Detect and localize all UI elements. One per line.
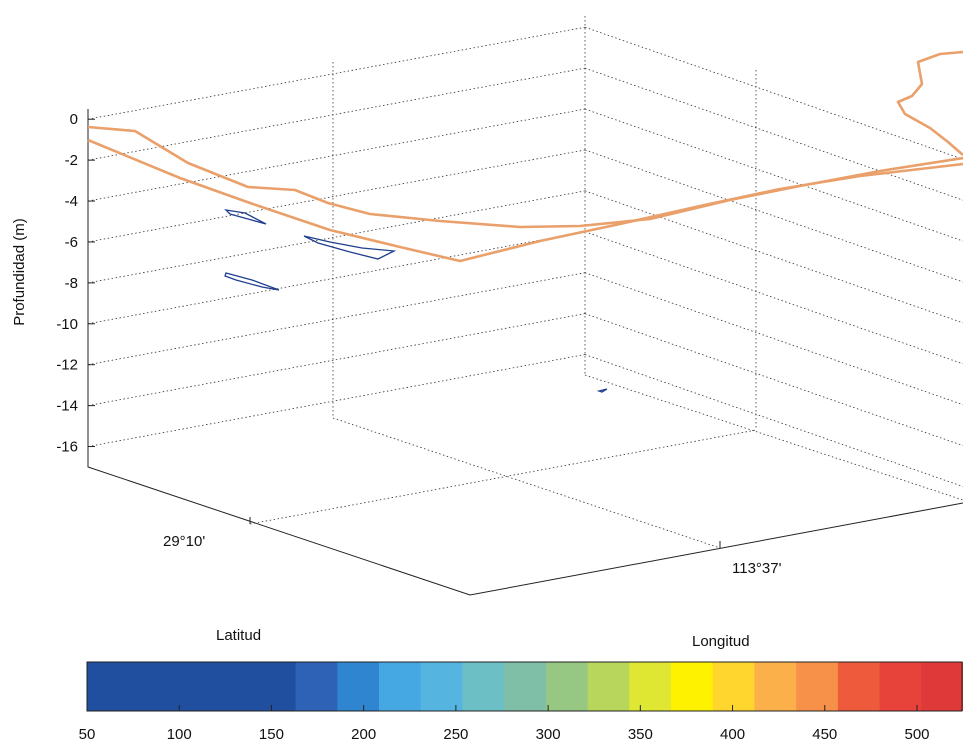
colorbar-segment	[253, 662, 297, 711]
depth-contour	[224, 209, 267, 225]
grid-line-back	[584, 67, 963, 201]
colorbar-segment	[504, 662, 547, 711]
colorbar-segment	[170, 662, 213, 711]
colorbar-segment	[796, 662, 839, 711]
shoreline-trace	[896, 50, 963, 156]
colorbar-tick-label: 300	[536, 726, 561, 743]
grid-line-back	[584, 108, 963, 242]
z-tick-label: -12	[56, 357, 78, 374]
colorbar-segment	[754, 662, 797, 711]
colorbar-tick-label: 400	[720, 726, 745, 743]
grid-line-back	[584, 354, 963, 487]
axis-frame	[87, 109, 963, 596]
colorbar-segment	[212, 662, 255, 711]
colorbar-tick-label: 250	[443, 726, 468, 743]
z-tick-label: -6	[65, 234, 78, 251]
grid-line-left	[87, 272, 586, 366]
grid-line-back	[584, 149, 963, 283]
colorbar-segment	[879, 662, 922, 711]
z-tick-label: -16	[56, 439, 78, 456]
colorbar-tick-label: 450	[812, 726, 837, 743]
colorbar-segment	[712, 662, 756, 711]
colorbar-segment	[337, 662, 380, 711]
grid-line-floor	[584, 374, 963, 501]
colorbar-segment	[629, 662, 672, 711]
z-tick-label: 0	[70, 111, 78, 128]
z-tick-label: -10	[56, 316, 78, 333]
shoreline-trace	[87, 138, 963, 263]
grid-line-left	[87, 354, 586, 447]
data-layer	[87, 50, 963, 393]
grid-line-left	[87, 108, 586, 202]
colorbar-segment	[545, 662, 589, 711]
grid-line-floor	[249, 429, 757, 525]
grid-layer	[87, 16, 963, 549]
grid-line-left	[87, 149, 586, 243]
colorbar-segment	[128, 662, 172, 711]
z-tick-label: -14	[56, 398, 78, 415]
depth-contour	[303, 235, 397, 260]
colorbar-tick-label: 50	[79, 726, 96, 743]
z-tick-labels: 0 -2 -4 -6 -8 -10 -12 -14 -16	[56, 111, 78, 455]
colorbar-segment	[587, 662, 630, 711]
grid-line-back	[584, 313, 963, 447]
grid-line-left	[87, 231, 586, 325]
colorbar-tick-label: 150	[259, 726, 284, 743]
grid-line-left	[87, 313, 586, 407]
depth-contour	[596, 388, 608, 393]
depth-contour	[224, 272, 280, 291]
z-tick-label: -2	[65, 152, 78, 169]
grid-line-floor	[332, 417, 721, 549]
colorbar-tick-label: 500	[904, 726, 929, 743]
colorbar	[86, 661, 963, 712]
lon-tick-label: 113°37'	[732, 560, 782, 577]
grid-line-back	[584, 231, 963, 365]
z-tick-label: -8	[65, 275, 78, 292]
colorbar-tick-labels: 50 100 150 200 250 300 350 400 450 500	[79, 705, 930, 743]
grid-line-back	[584, 26, 963, 160]
lat-tick-label: 29°10'	[163, 533, 205, 550]
grid-line-left	[87, 26, 586, 120]
colorbar-tick-label: 100	[167, 726, 192, 743]
grid-line-left	[87, 190, 586, 284]
colorbar-segment	[379, 662, 422, 711]
colorbar-segment	[87, 662, 130, 711]
colorbar-tick-label: 200	[351, 726, 376, 743]
colorbar-segment	[671, 662, 714, 711]
axis-layer	[87, 109, 963, 596]
grid-line-back	[584, 190, 963, 324]
colorbar-segment	[462, 662, 505, 711]
grid-line-left	[87, 67, 586, 161]
colorbar-border	[86, 661, 963, 712]
colorbar-segment	[420, 662, 464, 711]
colorbar-segment	[295, 662, 338, 711]
z-axis-label: Profundidad (m)	[11, 218, 28, 326]
colorbar-segment	[837, 662, 881, 711]
colorbar-tick-label: 350	[628, 726, 653, 743]
z-tick-label: -4	[65, 193, 78, 210]
y-axis-label: Longitud	[692, 633, 750, 650]
x-axis-label: Latitud	[216, 627, 261, 644]
colorbar-segment	[921, 662, 963, 711]
grid-line-back	[584, 272, 963, 406]
